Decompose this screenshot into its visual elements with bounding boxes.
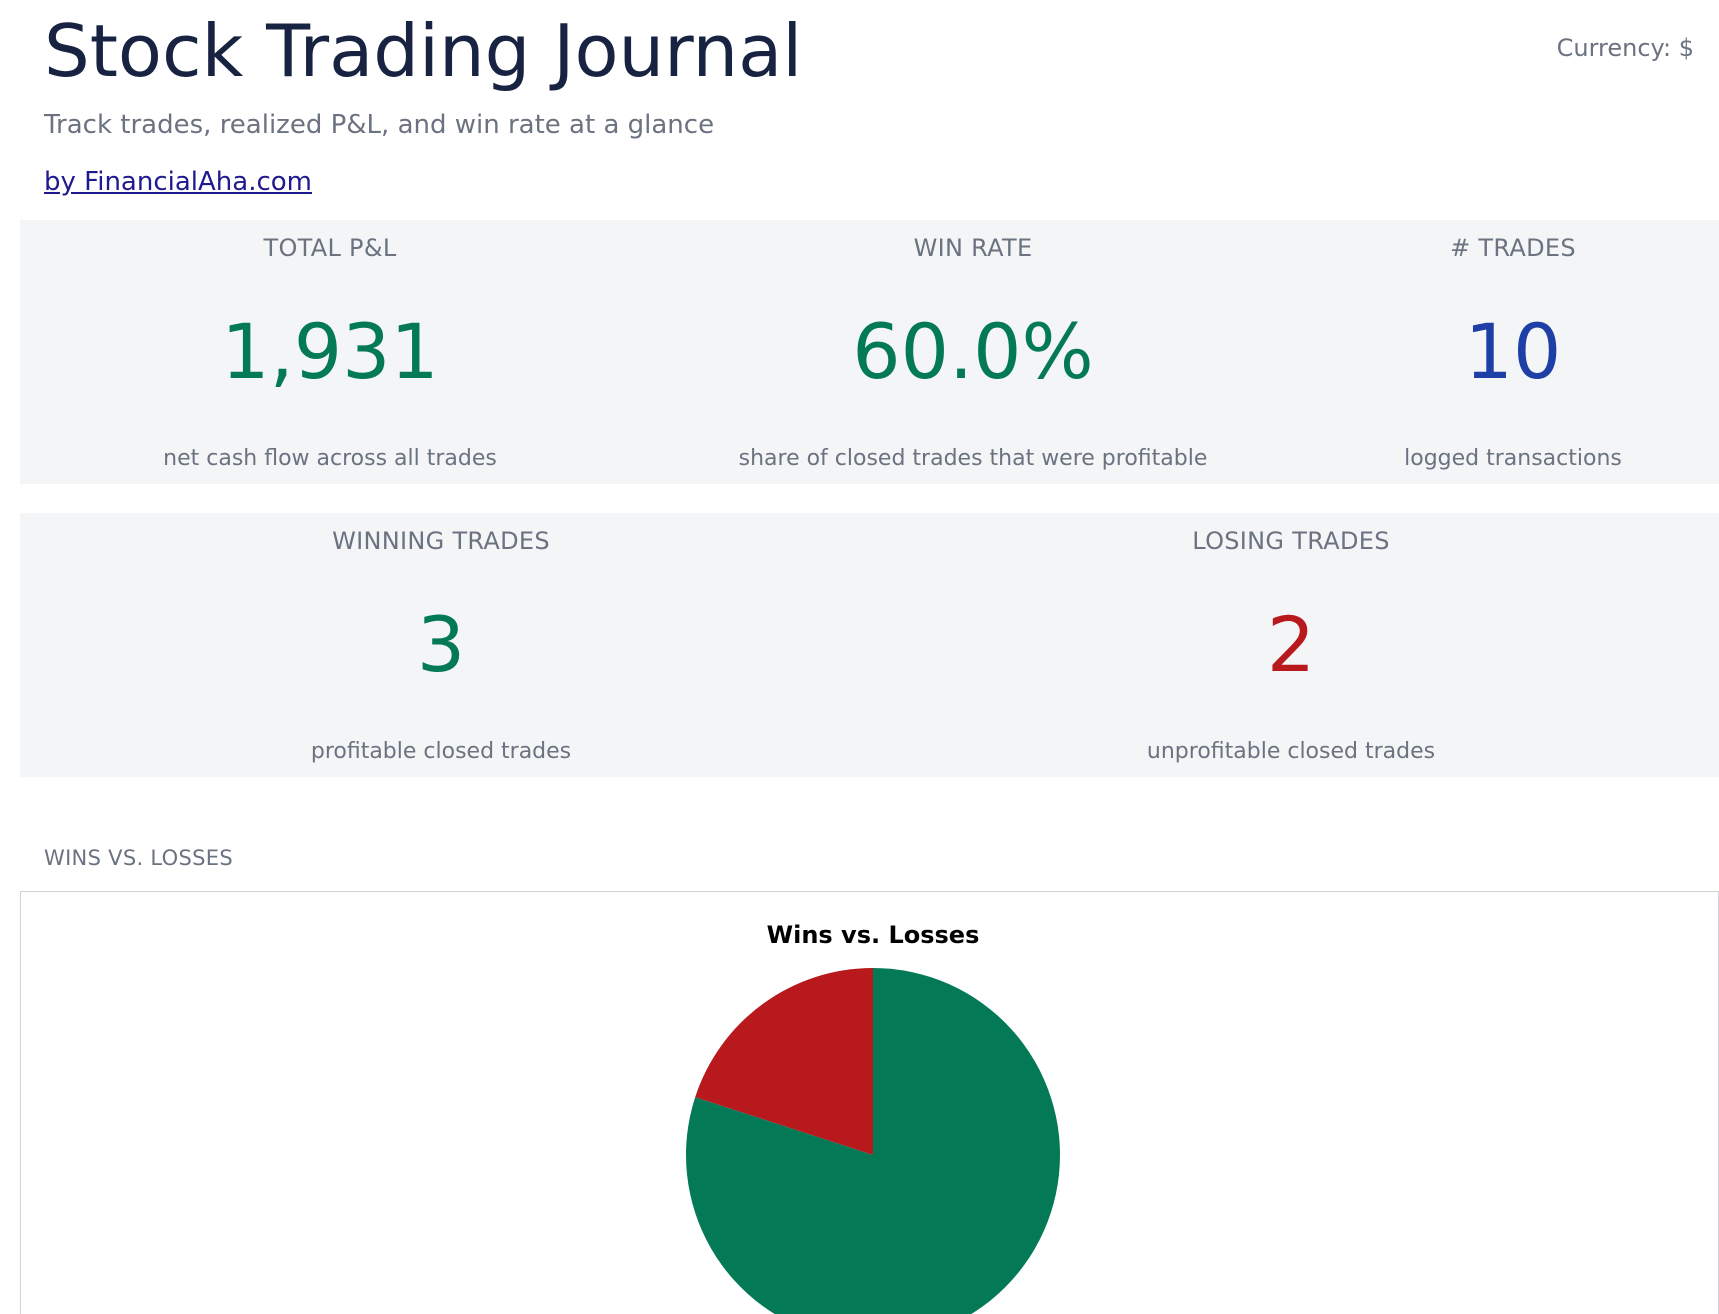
kpi-caption: profitable closed trades [310,739,572,764]
chart-title: Wins vs. Losses [767,921,980,949]
kpi-caption: net cash flow across all trades [163,446,497,471]
kpi-label: # TRADES [1450,234,1576,262]
kpi-caption: unprofitable closed trades [1146,739,1436,764]
byline-link[interactable]: by FinancialAha.com [44,167,312,197]
kpi-panel-outcomes: WINNING TRADES 3 profitable closed trade… [20,513,1719,777]
pie-slices [686,968,1060,1314]
kpi-label: WINNING TRADES [332,527,550,555]
kpi-caption: logged transactions [1404,446,1622,471]
currency-indicator: Currency: $ [1556,34,1694,62]
kpi-label: TOTAL P&L [263,234,397,262]
kpi-panel-summary: TOTAL P&L 1,931 net cash flow across all… [20,220,1719,484]
chart-container: Wins vs. Losses [20,891,1719,1314]
pie-slice-wins [686,968,1060,1314]
kpi-label: LOSING TRADES [1192,527,1390,555]
pie-slice-losses [695,968,873,1155]
kpi-value: 1,931 [221,307,439,396]
kpi-value: 10 [1464,307,1562,396]
page-subtitle: Track trades, realized P&L, and win rate… [44,110,715,140]
kpi-value: 3 [416,600,466,689]
section-title-wins-losses: WINS VS. LOSSES [44,846,233,870]
kpi-value: 60.0% [852,307,1094,396]
kpi-caption: share of closed trades that were profita… [738,446,1208,471]
kpi-value: 2 [1266,600,1316,689]
page-title: Stock Trading Journal [44,9,803,93]
kpi-label: WIN RATE [913,234,1033,262]
pie-chart: Wins vs. Losses [686,921,1060,1314]
